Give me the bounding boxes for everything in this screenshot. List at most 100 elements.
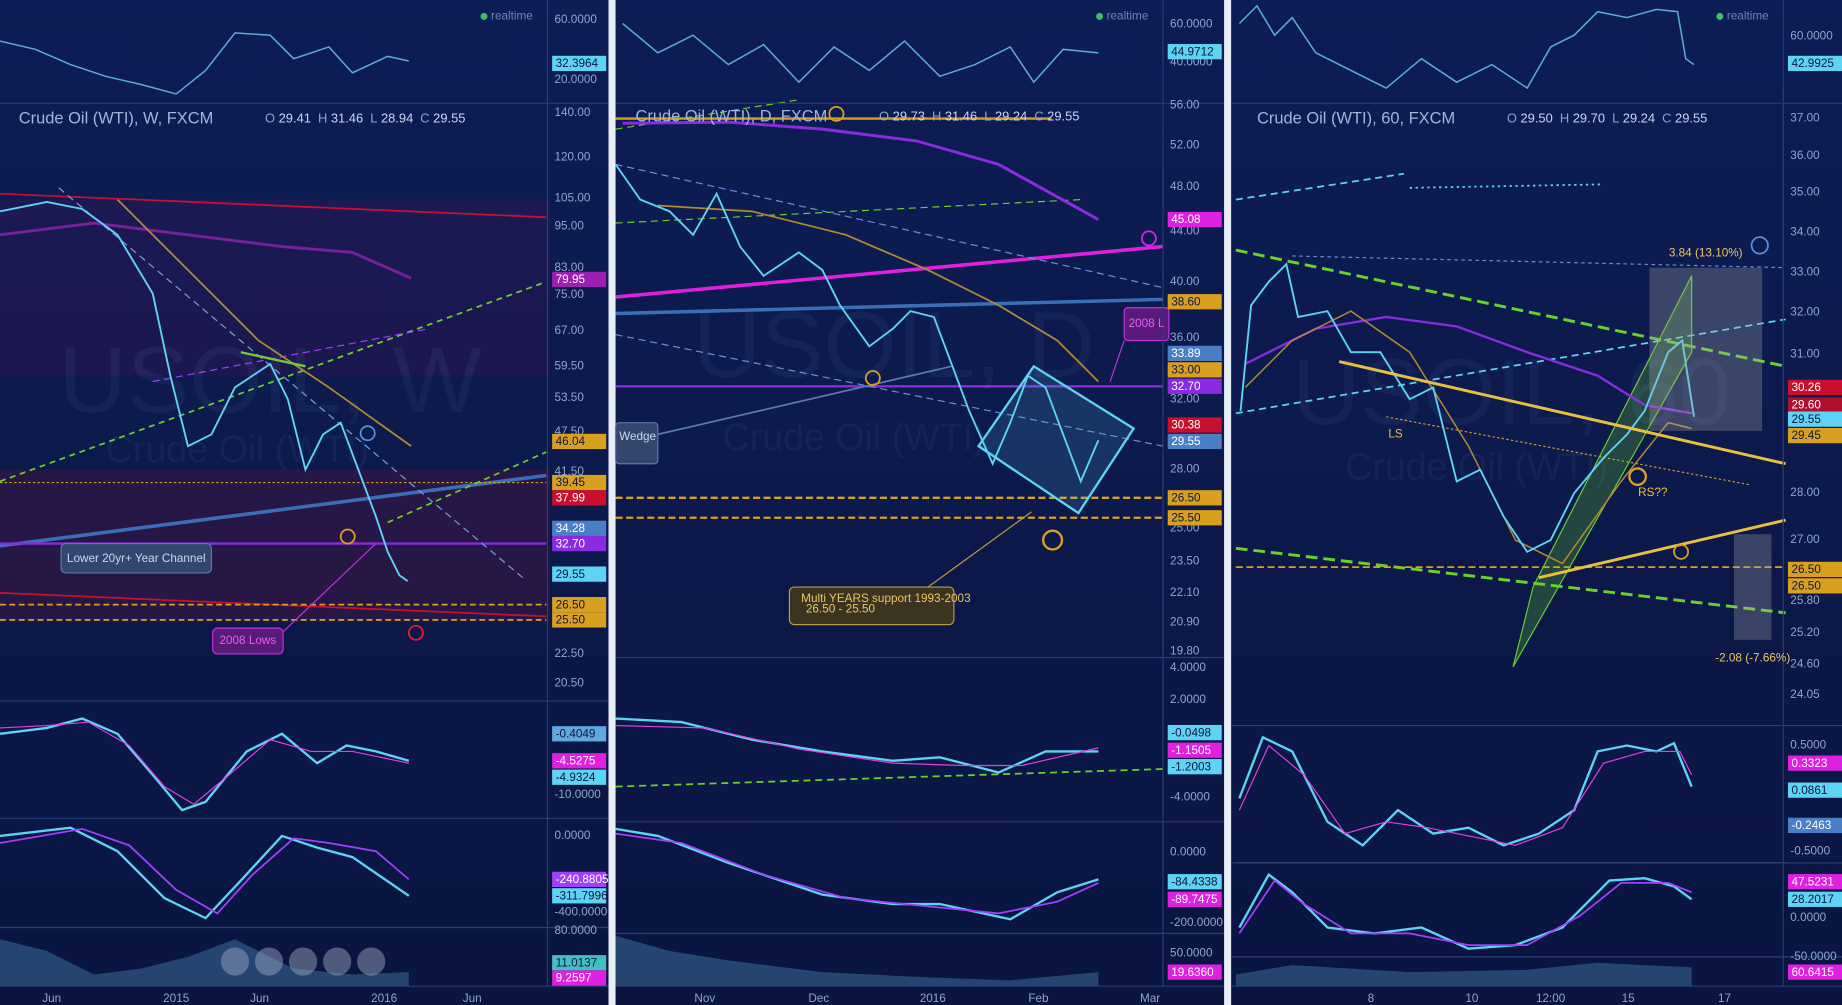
price-tag: 33.00: [1171, 364, 1201, 377]
price-tag-bg: [1167, 759, 1222, 775]
macd-signal: [615, 724, 1099, 767]
moving-average: [657, 204, 1100, 383]
price-tag-bg: [1167, 362, 1222, 378]
ohlc-value: 29.24: [1623, 111, 1655, 126]
volume: [615, 935, 1099, 987]
ohlc-key: L: [1612, 111, 1619, 126]
status: realtime: [1727, 10, 1769, 23]
price-tag-bg: [1167, 433, 1222, 450]
ohlc-value: 29.55: [433, 111, 465, 126]
time-label: 12:00: [1536, 992, 1566, 1005]
time-label: 2015: [163, 992, 190, 1005]
price-tag-bg: [1787, 427, 1842, 444]
ohlc-value: 29.50: [1520, 111, 1552, 126]
price-tag: 29.60: [1791, 399, 1821, 412]
axis-label: 59.50: [554, 359, 584, 372]
stochastic: [0, 826, 410, 920]
annotation: -2.08 (-7.66%): [1715, 652, 1790, 665]
price-tag-bg: [552, 55, 607, 72]
zoom-controls[interactable]: [220, 947, 386, 976]
price-tag-bg: [1787, 578, 1842, 594]
zone: [0, 199, 550, 376]
axis-label: 52.00: [1170, 139, 1200, 152]
measure-box: [1649, 267, 1763, 431]
status: realtime: [1107, 10, 1149, 23]
trend-line: [1538, 518, 1786, 580]
price-tag-bg: [1167, 724, 1222, 741]
price: [614, 163, 1100, 484]
price-tag: -0.2463: [1791, 819, 1831, 832]
trend-line: [240, 351, 306, 368]
channel: [1512, 275, 1693, 668]
axis-label: 24.05: [1790, 688, 1820, 701]
price-tag-bg: [1787, 379, 1842, 396]
separator: [608, 0, 616, 1005]
axis-label: 75.00: [554, 288, 584, 301]
stochastic: [615, 827, 1099, 921]
price-tag: 11.0137: [556, 956, 598, 969]
price-tag-bg: [552, 490, 607, 506]
price-tag: -84.4338: [1171, 875, 1218, 888]
pointer: [282, 543, 377, 633]
ohlc-value: 31.46: [945, 109, 977, 124]
oscillator: [0, 32, 409, 95]
annotation: Wedge: [619, 430, 656, 443]
macd: [0, 717, 410, 812]
trend-line: [615, 244, 1164, 299]
axis-label: -200.0000: [1170, 916, 1223, 929]
axis-label: 24.60: [1790, 658, 1820, 671]
axis-label: 120.00: [554, 150, 590, 163]
price-tag-bg: [552, 888, 607, 904]
ohlc-value: 29.70: [1573, 111, 1605, 126]
moving-average: [1244, 315, 1692, 415]
marker: [339, 528, 356, 545]
price-tag: 42.9925: [1791, 57, 1834, 70]
time-label: Dec: [808, 992, 829, 1005]
price-tag: 32.3964: [556, 57, 599, 70]
watermark: USOIL, D: [693, 292, 1095, 397]
axis-label: -4.0000: [1170, 790, 1210, 803]
price-tag-bg: [552, 753, 607, 769]
price-tag: 9.2597: [556, 972, 592, 985]
price-tag: 46.04: [556, 435, 586, 448]
ohlc-value: 29.24: [995, 109, 1027, 124]
axis-label: 60.0000: [554, 13, 597, 26]
title: Crude Oil (WTI), W, FXCM: [19, 110, 214, 128]
ohlc-key: H: [1560, 111, 1569, 126]
ohlc-key: C: [1662, 111, 1671, 126]
trend-line: [1235, 318, 1786, 415]
ohlc-value: 28.94: [381, 111, 413, 126]
price-tag-bg: [552, 566, 607, 582]
price-tag: 44.9712: [1171, 45, 1213, 58]
annotation: Multi YEARS support 1993-2003: [801, 592, 971, 605]
marker: [1628, 467, 1647, 487]
trend-line: [0, 192, 547, 219]
price-tag-bg: [552, 726, 607, 742]
price-tag: 0.3323: [1791, 757, 1827, 770]
price-tag-bg: [552, 433, 607, 450]
axis-label: 0.0000: [1170, 845, 1206, 858]
axis-label: -50.0000: [1790, 950, 1837, 963]
time-label: 15: [1622, 992, 1636, 1005]
axis-label: 105.00: [554, 192, 590, 205]
price-tag-bg: [1167, 964, 1222, 980]
stochastic-signal: [1238, 879, 1692, 947]
time-label: 2016: [371, 992, 398, 1005]
marker: [407, 624, 424, 641]
axis-label: 37.00: [1790, 112, 1820, 125]
axis-label: 34.00: [1790, 226, 1820, 239]
price-tag: 26.50: [1791, 563, 1821, 576]
axis-label: 19.80: [1170, 645, 1200, 658]
title: Crude Oil (WTI), D, FXCM: [636, 108, 828, 126]
volume: [1235, 962, 1692, 987]
axis-label: 95.00: [554, 220, 584, 233]
price-tag-bg: [1167, 294, 1222, 310]
price-tag: 28.2017: [1791, 893, 1833, 906]
price-tag-bg: [552, 612, 607, 628]
ohlc-key: L: [984, 109, 991, 124]
axis-label: 22.10: [1170, 586, 1200, 599]
axis-label: 0.5000: [1790, 739, 1826, 752]
price-tag-bg: [1167, 211, 1222, 228]
axis-label: 50.0000: [1170, 946, 1213, 959]
